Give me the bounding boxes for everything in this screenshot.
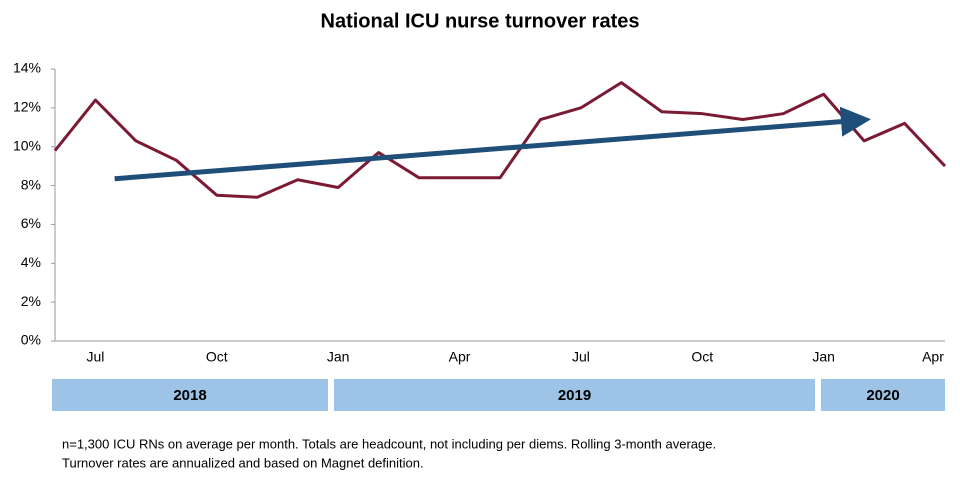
year-label: 2020 — [866, 387, 899, 404]
y-tick-label: 8% — [21, 176, 41, 192]
y-tick-label: 14% — [13, 60, 41, 76]
x-tick-label: Apr — [449, 349, 471, 365]
x-tick-label: Apr — [922, 349, 944, 365]
x-tick-label: Jul — [572, 349, 590, 365]
trend-arrow — [114, 106, 871, 182]
year-label: 2018 — [173, 387, 206, 404]
year-label: 2019 — [558, 387, 591, 404]
y-tick-label: 0% — [21, 332, 41, 348]
year-band — [334, 379, 815, 411]
footnote: Turnover rates are annualized and based … — [62, 455, 424, 470]
x-tick-label: Jan — [812, 349, 835, 365]
footnote: n=1,300 ICU RNs on average per month. To… — [62, 436, 716, 451]
x-tick-label: Jan — [327, 349, 350, 365]
year-band — [52, 379, 328, 411]
y-tick-label: 2% — [21, 293, 41, 309]
year-band — [821, 379, 945, 411]
chart-title: National ICU nurse turnover rates — [321, 10, 640, 32]
x-tick-label: Oct — [206, 349, 228, 365]
line-series — [53, 81, 947, 199]
y-tick-label: 10% — [13, 137, 41, 153]
y-tick-label: 12% — [13, 99, 41, 115]
y-tick-label: 4% — [21, 254, 41, 270]
y-tick-label: 6% — [21, 215, 41, 231]
x-tick-label: Oct — [691, 349, 713, 365]
x-tick-label: Jul — [87, 349, 105, 365]
